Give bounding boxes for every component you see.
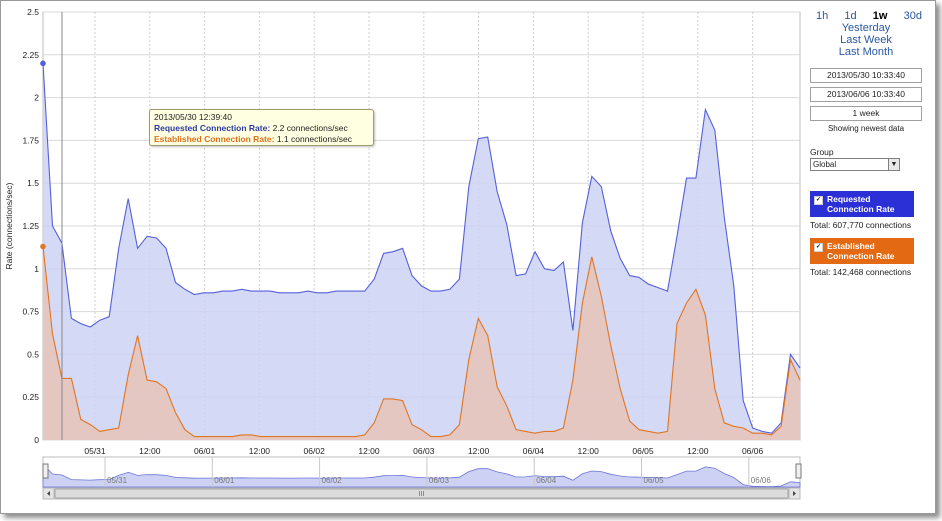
range-last-week-link[interactable]: Last Week: [840, 34, 892, 46]
chart-tooltip: 2013/05/30 12:39:40 Requested Connection…: [149, 109, 374, 146]
tooltip-established-value: 1.1 connections/sec: [276, 134, 352, 144]
hover-point-requested: [40, 60, 46, 67]
y-tick-label: 0.75: [22, 307, 39, 317]
legend-requested-label: Requested Connection Rate: [827, 194, 895, 214]
group-label: Group: [810, 147, 834, 157]
y-tick-label: 1.5: [27, 178, 39, 188]
total-requested: Total: 607,770 connections: [810, 220, 912, 230]
checkbox-icon[interactable]: ✓: [814, 243, 823, 252]
series-line-established: [42, 246, 801, 438]
checkbox-icon[interactable]: ✓: [814, 196, 823, 205]
tooltip-established-label: Established Connection Rate:: [154, 134, 275, 144]
x-tick-label: 06/04: [523, 446, 545, 456]
y-tick-label: 2: [34, 93, 39, 103]
group-select-value: Global: [813, 160, 837, 169]
scrollbar-thumb[interactable]: [54, 488, 789, 499]
x-tick-label: 06/05: [632, 446, 654, 456]
duration-field[interactable]: 1 week: [810, 106, 922, 121]
chevron-down-icon[interactable]: ▼: [888, 159, 899, 170]
x-tick-label: 12:00: [468, 446, 490, 456]
range-30d-link[interactable]: 30d: [903, 10, 922, 22]
x-tick-label: 12:00: [358, 446, 380, 456]
sidebar: 1h 1d 1w 30d Yesterday Last Week Last Mo…: [810, 10, 922, 277]
y-tick-label: 0.25: [22, 392, 39, 402]
y-axis-label: Rate (connections/sec): [4, 182, 14, 269]
total-established: Total: 142,468 connections: [810, 267, 912, 277]
legend-established[interactable]: ✓ Established Connection Rate: [810, 238, 914, 264]
navigator-label: 06/03: [429, 476, 450, 485]
time-range-links: 1h 1d 1w 30d Yesterday Last Week Last Mo…: [810, 10, 922, 58]
tooltip-timestamp: 2013/05/30 12:39:40: [154, 112, 232, 122]
y-tick-label: 1.25: [22, 221, 39, 231]
legend-requested[interactable]: ✓ Requested Connection Rate: [810, 191, 914, 217]
x-tick-label: 12:00: [578, 446, 600, 456]
navigator-right-handle[interactable]: [795, 463, 802, 479]
navigator-label: 06/05: [644, 476, 665, 485]
navigator-label: 06/04: [536, 476, 557, 485]
tooltip-requested-label: Requested Connection Rate:: [154, 123, 271, 133]
x-tick-label: 06/02: [304, 446, 326, 456]
x-tick-label: 12:00: [249, 446, 271, 456]
x-tick-label: 06/01: [194, 446, 216, 456]
range-yesterday-link[interactable]: Yesterday: [841, 22, 891, 34]
range-1d-link[interactable]: 1d: [844, 10, 857, 22]
y-tick-label: 2.25: [22, 50, 39, 60]
x-tick-label: 05/31: [84, 446, 106, 456]
range-last-month-link[interactable]: Last Month: [838, 46, 894, 58]
hover-point-established: [40, 243, 46, 250]
range-1h-link[interactable]: 1h: [816, 10, 829, 22]
navigator-label: 06/01: [214, 476, 235, 485]
tooltip-requested-value: 2.2 connections/sec: [272, 123, 348, 133]
x-tick-label: 12:00: [687, 446, 709, 456]
y-tick-label: 1: [34, 264, 39, 274]
legend-established-label: Established Connection Rate: [827, 241, 895, 261]
arrow-right-icon[interactable]: [793, 491, 796, 496]
navigator-left-handle[interactable]: [42, 463, 49, 479]
y-tick-label: 1.75: [22, 135, 39, 145]
series-line-requested: [42, 63, 801, 434]
navigator-area: [42, 463, 801, 488]
group-select[interactable]: Global ▼: [810, 158, 900, 171]
navigator-label: 06/02: [322, 476, 343, 485]
y-tick-label: 0: [34, 435, 39, 445]
arrow-left-icon[interactable]: [47, 491, 50, 496]
series-area-established: [43, 246, 800, 440]
range-1w-link[interactable]: 1w: [872, 10, 888, 22]
start-time-field[interactable]: 2013/05/30 10:33:40: [810, 68, 922, 83]
end-time-field[interactable]: 2013/06/06 10:33:40: [810, 87, 922, 102]
y-tick-label: 0.5: [27, 349, 39, 359]
x-tick-label: 12:00: [139, 446, 161, 456]
navigator-label: 06/06: [751, 476, 772, 485]
y-tick-label: 2.5: [27, 7, 39, 17]
navigator-label: 05/31: [107, 476, 128, 485]
scrollbar-grip[interactable]: III: [419, 491, 425, 498]
showing-newest-text: Showing newest data: [827, 124, 905, 133]
x-tick-label: 06/03: [413, 446, 435, 456]
x-tick-label: 06/06: [742, 446, 764, 456]
